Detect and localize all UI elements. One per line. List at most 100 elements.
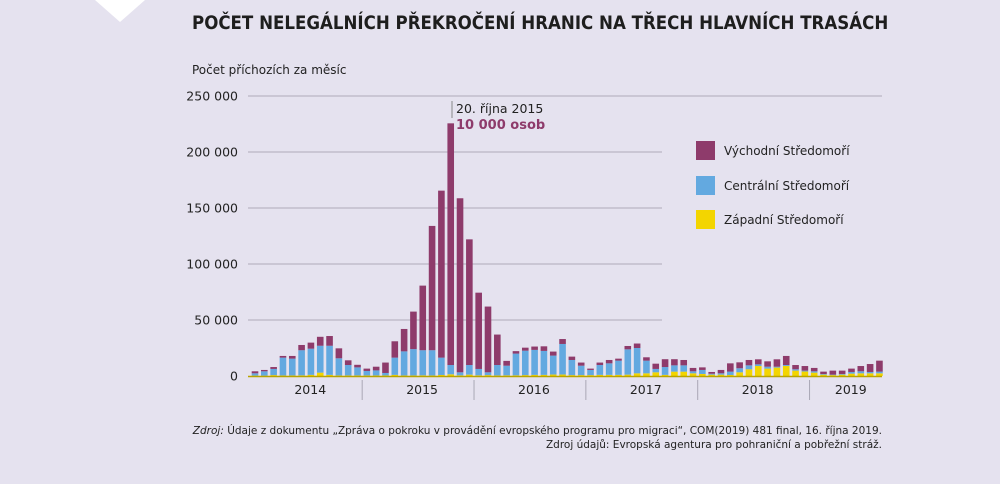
bar-segment-east <box>792 365 799 370</box>
bar-segment-west <box>391 374 399 376</box>
bar-segment-central <box>848 371 855 374</box>
bar-segment-east <box>568 356 576 360</box>
bar-segment-west <box>559 374 566 376</box>
bar-segment-central <box>521 350 529 376</box>
bar-segment-east <box>484 306 492 373</box>
source-prefix: Zdroj: <box>192 425 224 437</box>
bar-segment-east <box>680 359 688 366</box>
bar-segment-central <box>624 349 632 375</box>
bar-segment-central <box>810 371 818 373</box>
bar-segment-east <box>857 366 865 372</box>
bar-segment-west <box>307 374 315 376</box>
bar-segment-east <box>261 369 268 372</box>
gridlines: 0 50 000 100 000 150 000 200 000 250 000 <box>186 89 882 384</box>
bar-segment-central <box>279 357 287 376</box>
source-text: Údaje z dokumentu „Zpráva o pokroku v pr… <box>224 424 882 437</box>
bar-segment-central <box>503 365 510 376</box>
x-axis: 2014 2015 2016 2017 2018 2019 <box>248 375 882 400</box>
bar-segment-west <box>419 375 427 376</box>
legend-swatch-central <box>696 176 715 195</box>
bar-segment-east <box>372 366 380 371</box>
bar-segment-east <box>577 362 585 366</box>
bar-segment-central <box>288 358 296 376</box>
chart-title: POČET NELEGÁLNÍCH PŘEKROČENÍ HRANIC NA T… <box>192 12 888 34</box>
bar-segment-west <box>848 373 855 376</box>
bar-segment-east <box>764 361 771 367</box>
bar-segment-east <box>316 336 324 346</box>
bar-segment-central <box>820 373 827 375</box>
bar-segment-east <box>335 348 343 359</box>
bar-segment-west <box>764 368 771 376</box>
bar-segment-east <box>587 368 594 370</box>
bar-segment-west <box>400 375 408 376</box>
bar-segment-east <box>549 351 557 356</box>
bar-segment-west <box>540 374 548 376</box>
bar-segment-west <box>494 375 501 376</box>
bar-segment-east <box>456 198 464 373</box>
bar-segment-west <box>354 375 361 376</box>
bar-segment-west <box>736 372 743 376</box>
x-tick-label: 2017 <box>630 382 662 397</box>
bar-segment-east <box>270 367 277 369</box>
bar-segment-central <box>400 351 408 376</box>
x-tick-label: 2019 <box>835 382 867 397</box>
bar-segment-west <box>372 375 380 376</box>
bar-segment-central <box>680 365 688 372</box>
bar-segment-east <box>540 346 548 351</box>
bar-segment-central <box>549 355 557 375</box>
bar-segment-central <box>773 366 781 368</box>
bar-segment-west <box>447 374 455 376</box>
bar-segment-west <box>866 373 874 376</box>
bar-segment-central <box>699 369 706 374</box>
bar-segment-west <box>577 375 585 376</box>
bar-segment-west <box>876 373 883 376</box>
x-tick-label: 2015 <box>406 382 438 397</box>
y-tick-label: 200 000 <box>186 145 238 160</box>
bar-segment-west <box>624 374 632 376</box>
bar-segment-east <box>428 225 436 351</box>
legend-label-east: Východní Středomoří <box>724 144 850 158</box>
bar-segment-central <box>298 350 305 376</box>
bar-segment-west <box>745 369 753 376</box>
bar-segment-east <box>503 360 510 366</box>
bar-segment-central <box>372 370 380 376</box>
source-line-2: Zdroj údajů: Evropská agentura pro pohra… <box>546 439 882 451</box>
bars <box>251 123 883 376</box>
x-tick-label: 2016 <box>518 382 550 397</box>
bar-segment-west <box>503 375 510 376</box>
bar-segment-east <box>288 355 296 359</box>
bar-segment-central <box>792 369 799 371</box>
bar-segment-central <box>335 358 343 376</box>
bar-segment-west <box>857 373 865 376</box>
bar-segment-east <box>615 358 622 361</box>
bar-segment-west <box>466 374 473 376</box>
bar-segment-east <box>838 370 846 374</box>
bar-segment-east <box>633 343 641 348</box>
bar-segment-west <box>270 375 277 376</box>
bar-segment-west <box>279 375 287 376</box>
bar-segment-east <box>661 359 669 368</box>
bar-segment-central <box>643 360 650 374</box>
bar-segment-east <box>708 371 715 374</box>
bar-segment-east <box>391 341 399 358</box>
bar-segment-west <box>438 374 445 376</box>
bar-segment-west <box>568 375 576 376</box>
bar-segment-east <box>298 344 305 351</box>
bar-segment-central <box>270 368 277 376</box>
bar-segment-central <box>391 357 399 375</box>
bar-segment-west <box>615 374 622 376</box>
y-tick-label: 100 000 <box>186 257 238 272</box>
bar-segment-west <box>810 372 818 376</box>
x-tick-label: 2014 <box>294 382 326 397</box>
legend-swatch-west <box>696 210 715 229</box>
bar-segment-east <box>438 190 445 358</box>
bar-segment-east <box>643 357 650 361</box>
bar-segment-central <box>857 371 865 374</box>
bar-segment-central <box>736 368 743 373</box>
bar-segment-west <box>382 375 389 376</box>
bar-segment-central <box>447 365 455 375</box>
bar-segment-west <box>754 366 762 376</box>
bar-segment-east <box>494 334 501 366</box>
bar-segment-central <box>326 345 333 375</box>
